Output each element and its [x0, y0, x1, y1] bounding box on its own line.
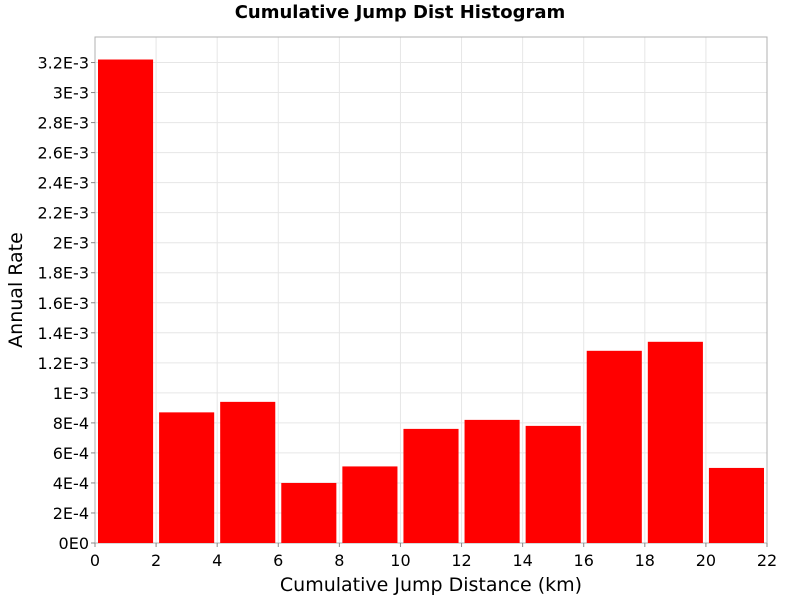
y-tick-label: 6E-4: [53, 444, 89, 463]
y-tick-label: 1.4E-3: [37, 324, 89, 343]
y-tick-label: 4E-4: [53, 474, 89, 493]
x-tick-label: 2: [151, 551, 161, 570]
histogram-bar: [281, 482, 337, 543]
histogram-bar: [464, 419, 520, 543]
histogram-bar: [647, 341, 703, 543]
histogram-bar: [525, 425, 581, 543]
histogram-bar: [159, 412, 215, 543]
x-tick-label: 6: [273, 551, 283, 570]
x-axis-label: Cumulative Jump Distance (km): [280, 574, 582, 596]
y-tick-label: 1E-3: [53, 384, 89, 403]
x-tick-label: 16: [574, 551, 594, 570]
y-tick-label: 2.8E-3: [37, 114, 89, 133]
x-tick-label: 8: [334, 551, 344, 570]
x-axis-ticks: 0 2 4 6 8 10 12 14 16 18 20 22: [90, 543, 777, 570]
x-tick-label: 20: [696, 551, 716, 570]
x-tick-label: 14: [512, 551, 532, 570]
y-tick-label: 0E0: [59, 534, 89, 553]
bars: [98, 59, 764, 544]
y-axis-label: Annual Rate: [5, 232, 27, 348]
x-tick-label: 22: [757, 551, 777, 570]
chart-title: Cumulative Jump Dist Histogram: [234, 2, 566, 23]
y-tick-label: 8E-4: [53, 414, 89, 433]
y-tick-label: 3E-3: [53, 84, 89, 103]
x-tick-label: 0: [90, 551, 100, 570]
y-tick-label: 2.2E-3: [37, 204, 89, 223]
y-axis-ticks: 0E0 2E-4 4E-4 6E-4 8E-4 1E-3 1.2E-3 1.4E-3 1.6E-…: [37, 54, 95, 553]
y-tick-label: 1.8E-3: [37, 264, 89, 283]
histogram-bar: [98, 59, 154, 544]
y-tick-label: 2.4E-3: [37, 174, 89, 193]
x-tick-label: 10: [390, 551, 410, 570]
histogram-bar: [342, 466, 398, 543]
y-tick-label: 3.2E-3: [37, 54, 89, 73]
y-tick-label: 2E-3: [53, 234, 89, 253]
y-tick-label: 1.2E-3: [37, 354, 89, 373]
x-tick-label: 4: [212, 551, 222, 570]
y-tick-label: 2E-4: [53, 504, 89, 523]
x-tick-label: 12: [451, 551, 471, 570]
y-tick-label: 2.6E-3: [37, 144, 89, 163]
histogram-bar: [403, 428, 459, 543]
histogram-bar: [708, 467, 764, 543]
histogram-bar: [220, 401, 276, 543]
y-tick-label: 1.6E-3: [37, 294, 89, 313]
x-tick-label: 18: [635, 551, 655, 570]
histogram-bar: [586, 350, 642, 543]
